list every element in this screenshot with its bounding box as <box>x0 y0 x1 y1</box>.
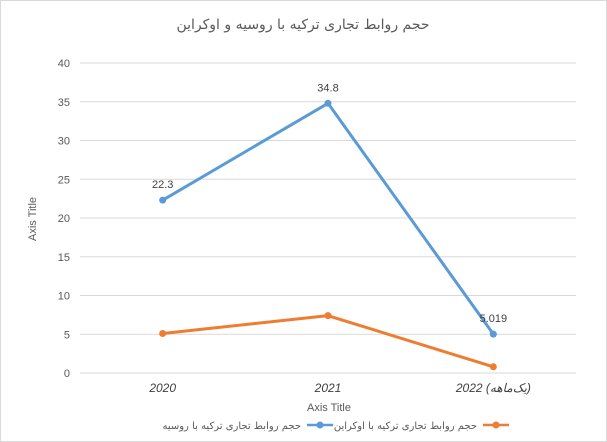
legend-label: حجم روابط تجاری ترکیه با روسیه <box>162 421 301 432</box>
legend-marker <box>492 421 500 429</box>
data-labels: 22.3 34.8 5.019 <box>152 82 507 325</box>
data-label: 5.019 <box>480 313 508 325</box>
y-tick-label: 25 <box>58 174 70 186</box>
series-line-2 <box>161 314 495 369</box>
y-tick-label: 35 <box>58 97 70 109</box>
y-tick-label: 10 <box>58 291 70 303</box>
legend: حجم روابط تجاری ترکیه با روسیه حجم روابط … <box>162 421 509 432</box>
data-label: 34.8 <box>317 82 338 94</box>
y-tick-label: 0 <box>64 368 70 380</box>
x-tick-label: 2020 <box>148 381 176 395</box>
x-axis-title: Axis Title <box>307 402 351 414</box>
y-axis-ticks: 0 5 10 15 20 25 30 35 40 <box>58 58 70 380</box>
data-point <box>489 330 497 338</box>
x-axis-ticks: 2020 2021 2022 (یک‌ماهه) <box>148 381 531 395</box>
data-point <box>159 196 167 204</box>
chart-title: حجم روابط تجاری ترکیه با روسیه و اوکراین <box>176 17 429 33</box>
y-tick-label: 40 <box>58 58 70 70</box>
x-tick-label: 2021 <box>314 381 342 395</box>
data-label: 22.3 <box>152 179 173 191</box>
y-tick-label: 5 <box>64 329 70 341</box>
data-point <box>324 99 332 107</box>
y-tick-label: 20 <box>58 213 70 225</box>
data-point <box>489 363 497 371</box>
series-lines <box>159 99 497 371</box>
data-point <box>159 329 167 337</box>
y-tick-label: 15 <box>58 252 70 264</box>
y-axis-title: Axis Title <box>27 197 39 241</box>
data-point <box>324 312 332 320</box>
y-tick-label: 30 <box>58 136 70 148</box>
legend-marker <box>316 421 324 429</box>
legend-label: حجم روابط تجاری ترکیه با اوکراین <box>334 421 477 432</box>
x-tick-label: 2022 (یک‌ماهه) <box>455 381 531 395</box>
series-line-1 <box>161 101 495 336</box>
gridlines <box>80 62 576 374</box>
